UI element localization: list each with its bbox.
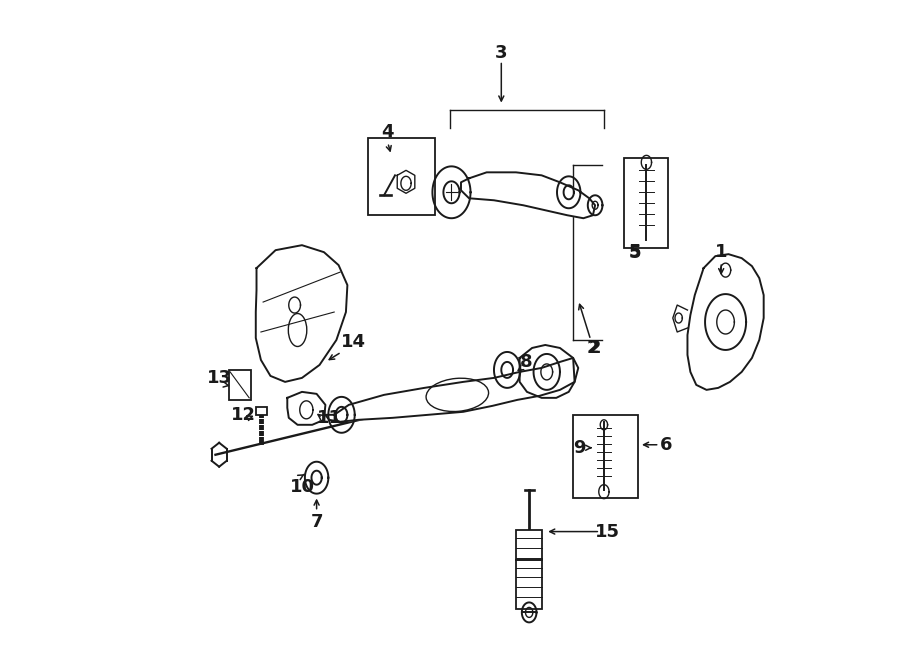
Text: 14: 14 [341, 333, 365, 351]
Text: 2: 2 [587, 339, 599, 357]
Text: 15: 15 [595, 523, 620, 541]
Text: 11: 11 [317, 408, 342, 427]
Text: 7: 7 [310, 512, 323, 531]
Text: 6: 6 [660, 436, 672, 453]
Text: 4: 4 [382, 124, 394, 141]
Bar [516, 529, 543, 609]
Bar [256, 407, 266, 415]
Polygon shape [519, 345, 574, 398]
Text: 1: 1 [715, 243, 727, 261]
Polygon shape [461, 173, 595, 218]
Polygon shape [287, 392, 326, 425]
Polygon shape [397, 171, 415, 193]
Bar [368, 138, 436, 215]
Text: 5: 5 [628, 243, 641, 261]
Bar [625, 159, 669, 248]
Polygon shape [326, 358, 579, 422]
Text: 2: 2 [589, 339, 601, 357]
Bar [573, 415, 637, 498]
Text: 9: 9 [573, 439, 586, 457]
Text: 12: 12 [230, 406, 256, 424]
Text: 8: 8 [520, 353, 533, 371]
Text: 5: 5 [628, 244, 641, 262]
Polygon shape [688, 254, 764, 390]
Text: 13: 13 [207, 369, 231, 387]
Text: 3: 3 [495, 44, 508, 61]
Bar [229, 370, 251, 400]
Polygon shape [256, 245, 347, 382]
Text: 10: 10 [290, 478, 314, 496]
Polygon shape [673, 305, 688, 332]
